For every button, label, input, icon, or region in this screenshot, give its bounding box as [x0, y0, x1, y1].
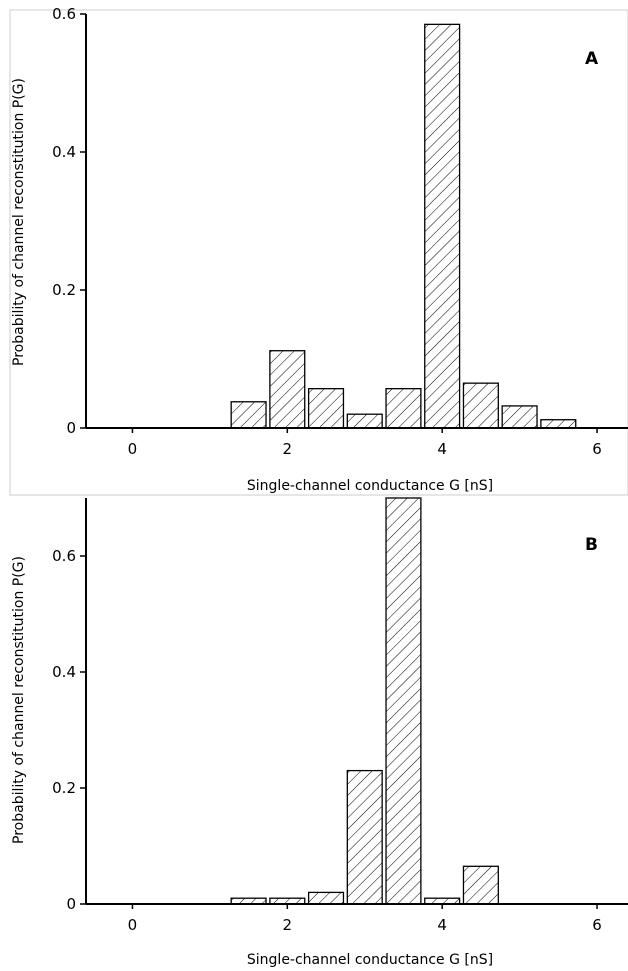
panel-a-y-tick-label: 0.6: [52, 5, 76, 23]
panel-a-bar: [230, 401, 267, 429]
panel-a-bar: [269, 350, 306, 429]
panel-a-y-tick-label: 0.4: [52, 143, 76, 161]
panel-a: A Single-channel conductance G [nS] Prob…: [9, 5, 628, 496]
panel-a-x-tick-label: 2: [283, 440, 293, 458]
panel-b-bar: [230, 897, 267, 905]
panel-b-x-tick-label: 6: [592, 916, 602, 934]
panel-b-bar: [462, 865, 499, 905]
panel-a-bar: [424, 23, 461, 429]
panel-a-bar: [540, 419, 577, 429]
panel-b-x-tick-label: 4: [437, 916, 447, 934]
panel-b-y-tick-label: 0.2: [52, 779, 76, 797]
panel-a-bar: [462, 382, 499, 429]
panel-b-x-tick-label: 2: [283, 916, 293, 934]
panel-b-letter: B: [585, 535, 598, 555]
panel-a-frame: [9, 9, 628, 496]
panel-b-y-tick-label: 0.6: [52, 547, 76, 565]
panel-b-x-axis-title: Single-channel conductance G [nS]: [247, 952, 493, 968]
panel-b-bar: [307, 891, 345, 905]
panel-a-letter: A: [585, 49, 599, 69]
panel-a-y-tick-label: 0.2: [52, 281, 76, 299]
panel-a-y-tick-label: 0: [66, 419, 76, 437]
panel-a-bar: [307, 388, 345, 429]
panel-a-bar: [385, 388, 422, 429]
panel-b-y-axis-title: Probability of channel reconstitution P(…: [11, 556, 27, 844]
panel-b-bar: [424, 897, 461, 905]
panel-a-bar: [346, 413, 383, 429]
panel-b-bar: [385, 497, 422, 905]
panel-b-bar: [269, 897, 306, 905]
panel-a-x-axis-title: Single-channel conductance G [nS]: [247, 478, 493, 494]
panel-b: B Single-channel conductance G [nS] Prob…: [11, 497, 628, 968]
panel-a-x-tick-label: 4: [437, 440, 447, 458]
panel-a-y-axis-title: Probability of channel reconstitution P(…: [11, 78, 27, 366]
panel-b-y-tick-label: 0.4: [52, 663, 76, 681]
panel-b-bar: [346, 769, 383, 905]
panel-a-x-tick-label: 6: [592, 440, 602, 458]
panel-b-y-tick-label: 0: [66, 895, 76, 913]
panel-a-x-tick-label: 0: [128, 440, 138, 458]
panel-a-bar: [501, 405, 538, 429]
panel-b-x-tick-label: 0: [128, 916, 138, 934]
